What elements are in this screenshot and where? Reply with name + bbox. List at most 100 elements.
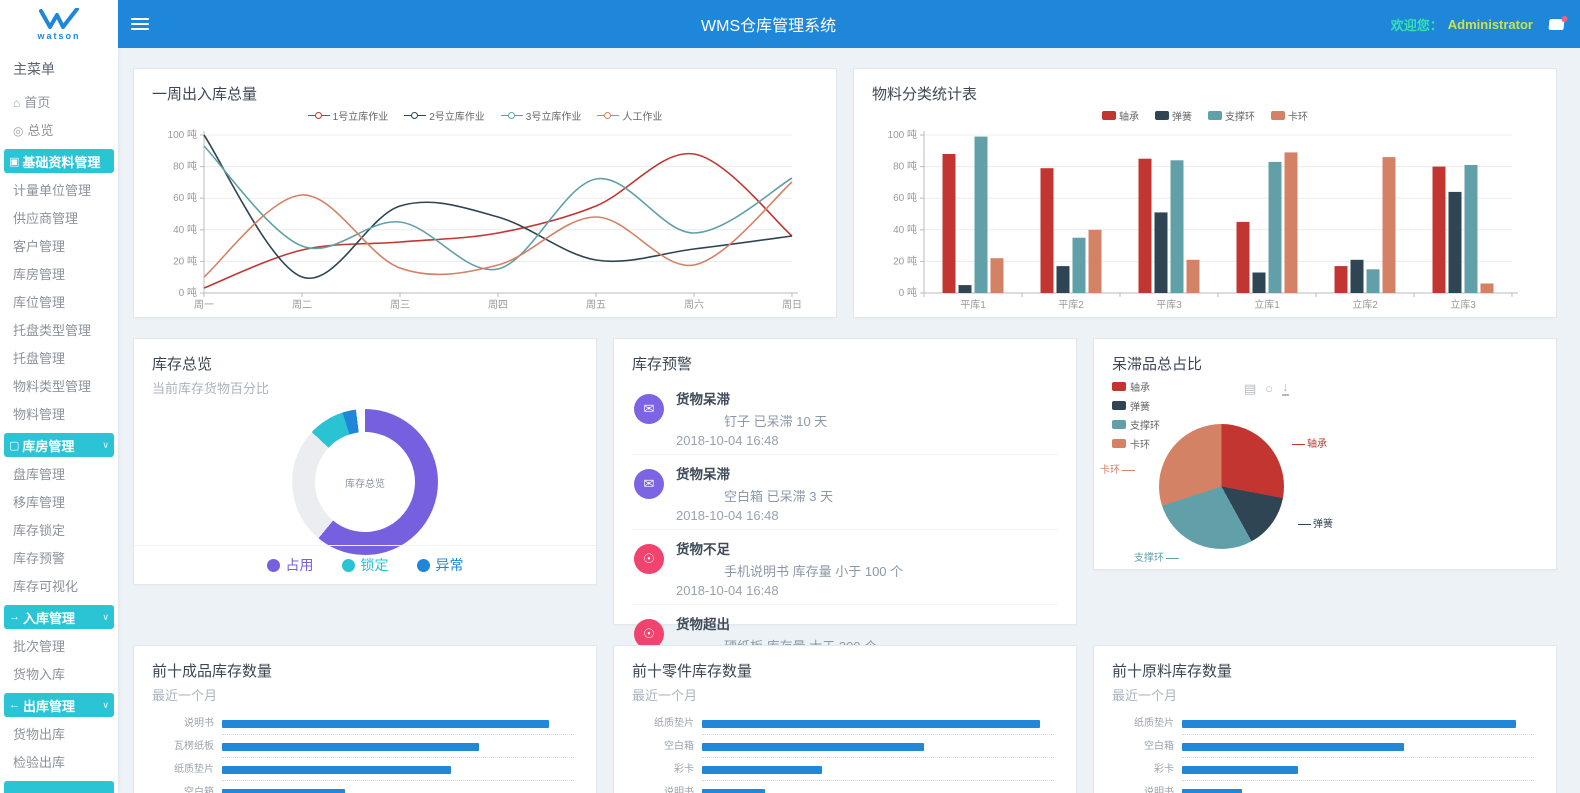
top-header: watson WMS仓库管理系统 欢迎您： Administrator [0,0,1580,48]
legend-item[interactable]: 轴承 [1102,108,1139,123]
sidebar-item[interactable]: ⌂ 首页 [0,89,118,117]
legend-label: 3号立库作业 [525,111,582,123]
sidebar-item[interactable]: 检验出库 [0,749,118,777]
axis-dotted-line [702,757,1054,758]
download-icon[interactable] [1282,381,1289,396]
legend-item[interactable]: 弹簧 [1112,398,1160,413]
bar [222,720,550,728]
legend-item-abnormal[interactable]: 异常 [416,555,464,575]
sidebar-item-label: 库房管理 [13,267,66,282]
sidebar-item-label: 货物出库 [13,727,66,742]
alert-timestamp: 2018-10-04 16:48 [676,508,779,523]
axis-dotted-line [702,734,1054,735]
bar [1182,720,1517,728]
svg-text:80 吨: 80 吨 [893,160,917,173]
bar-label: 彩卡 [1154,764,1174,775]
logo[interactable]: watson [0,0,118,48]
sidebar-item-label: 首页 [24,95,51,110]
sidebar-item[interactable]: 库位管理 [0,289,118,317]
legend-item-locked[interactable]: 锁定 [341,555,389,575]
legend-label: 卡环 [1130,440,1150,451]
username[interactable]: Administrator [1447,16,1533,32]
data-view-icon[interactable] [1244,381,1256,397]
legend-item[interactable]: 弹簧 [1155,108,1192,123]
sidebar-item[interactable]: 货物出库 [0,721,118,749]
sidebar-item[interactable]: 客户管理 [0,233,118,261]
svg-text:60 吨: 60 吨 [173,191,197,204]
bar-track [1182,718,1534,741]
line-chart-legend: 1号立库作业 2号立库作业 3号立库作业 人工作业 [152,107,818,123]
sidebar-item[interactable]: 库存可视化 [0,573,118,601]
bar-label: 纸质垫片 [1134,718,1174,729]
sidebar-item[interactable]: 托盘管理 [0,345,118,373]
bar-row: 空白箱 [632,741,1058,764]
card-title: 前十原料库存数量 [1112,663,1233,680]
sidebar-group-item[interactable]: ← 出库管理 ∨ [4,693,114,717]
sidebar-item[interactable]: 库存预警 [0,545,118,573]
bar-row: 空白箱 [152,787,578,793]
alert-item: ✉ 货物呆滞 空白箱 已呆滞 3 天 2018-10-04 16:48 [632,454,1058,529]
sidebar-group-item[interactable]: ▢ 库房管理 ∨ [4,433,114,457]
bar-label: 空白箱 [184,787,214,793]
legend-item[interactable]: 卡环 [1271,108,1308,123]
legend-dot [266,558,280,572]
legend-label: 2号立库作业 [429,111,485,123]
legend-item[interactable]: 支撑环 [1112,417,1160,432]
legend-item[interactable]: 3号立库作业 [500,108,582,123]
legend-swatch [1271,110,1285,120]
bar-row: 空白箱 [1112,741,1538,764]
sidebar-item[interactable]: 物料管理 [0,401,118,429]
sidebar-item[interactable]: 库存锁定 [0,517,118,545]
svg-text:100 吨: 100 吨 [168,128,197,141]
sidebar-item[interactable]: ◎ 总览 [0,117,118,145]
legend-item[interactable]: 卡环 [1112,436,1160,451]
bar-row: 瓦楞纸板 [152,741,578,764]
alert-body: 货物呆滞 空白箱 已呆滞 3 天 2018-10-04 16:48 [676,463,833,523]
topbar: WMS仓库管理系统 欢迎您： Administrator [118,0,1580,48]
sidebar-item[interactable]: 供应商管理 [0,205,118,233]
legend-swatch [1112,439,1126,448]
sidebar-item-label: 基础资料管理 [22,154,101,170]
sidebar-item[interactable]: 货物入库 [0,661,118,689]
alarm-icon: ☉ [634,544,664,574]
sidebar-item[interactable]: 批次管理 [0,633,118,661]
bar-row: 说明书 [632,787,1058,793]
donut-legend: 占用 锁定 异常 [134,545,596,584]
sidebar-item[interactable]: 计量单位管理 [0,177,118,205]
overview-icon: ◎ [13,124,24,138]
notification-flag-icon[interactable] [1548,18,1565,30]
sidebar-item[interactable]: 库房管理 [0,261,118,289]
legend-swatch [1155,110,1169,120]
bar-label: 瓦楞纸板 [174,741,214,752]
svg-text:立库1: 立库1 [1254,298,1280,311]
sidebar-item[interactable]: 盘库管理 [0,461,118,489]
pie-callout-label: 轴承 [1292,435,1327,450]
bar-row: 彩卡 [1112,764,1538,787]
legend-item[interactable]: 轴承 [1112,379,1160,394]
sidebar: 主菜单 ⌂ 首页 ◎ 总览 ▣ 基础资料管理 计量单位管理 供应商管理 客户管理 库房管理 库位管理… [0,48,118,793]
pie-callout-label: 支撑环 [1134,549,1179,564]
legend-item[interactable]: 人工作业 [597,108,662,123]
box-icon: ▢ [9,439,20,452]
chevron-down-icon: ∨ [102,439,109,450]
svg-text:平库3: 平库3 [1156,298,1182,311]
restore-icon[interactable] [1265,381,1273,396]
sidebar-item[interactable]: 托盘类型管理 [0,317,118,345]
chevron-down-icon: ∨ [102,699,109,710]
legend-item[interactable]: 1号立库作业 [307,108,388,123]
sidebar-group-item[interactable]: ▣ 基础资料管理 [4,149,114,173]
sidebar-group-item[interactable]: → 入库管理 ∨ [4,605,114,629]
legend-item[interactable]: 2号立库作业 [404,108,485,123]
legend-item[interactable]: 支撑环 [1208,108,1255,123]
menu-toggle-button[interactable] [131,15,149,33]
bar [702,766,822,774]
legend-dot [416,558,430,572]
sidebar-item[interactable]: 移库管理 [0,489,118,517]
logo-text: watson [37,30,81,41]
sidebar-group-partial[interactable] [4,781,114,793]
sidebar-item[interactable]: 物料类型管理 [0,373,118,401]
legend-item-occupied[interactable]: 占用 [266,555,314,575]
sidebar-item-label: 计量单位管理 [13,183,92,198]
